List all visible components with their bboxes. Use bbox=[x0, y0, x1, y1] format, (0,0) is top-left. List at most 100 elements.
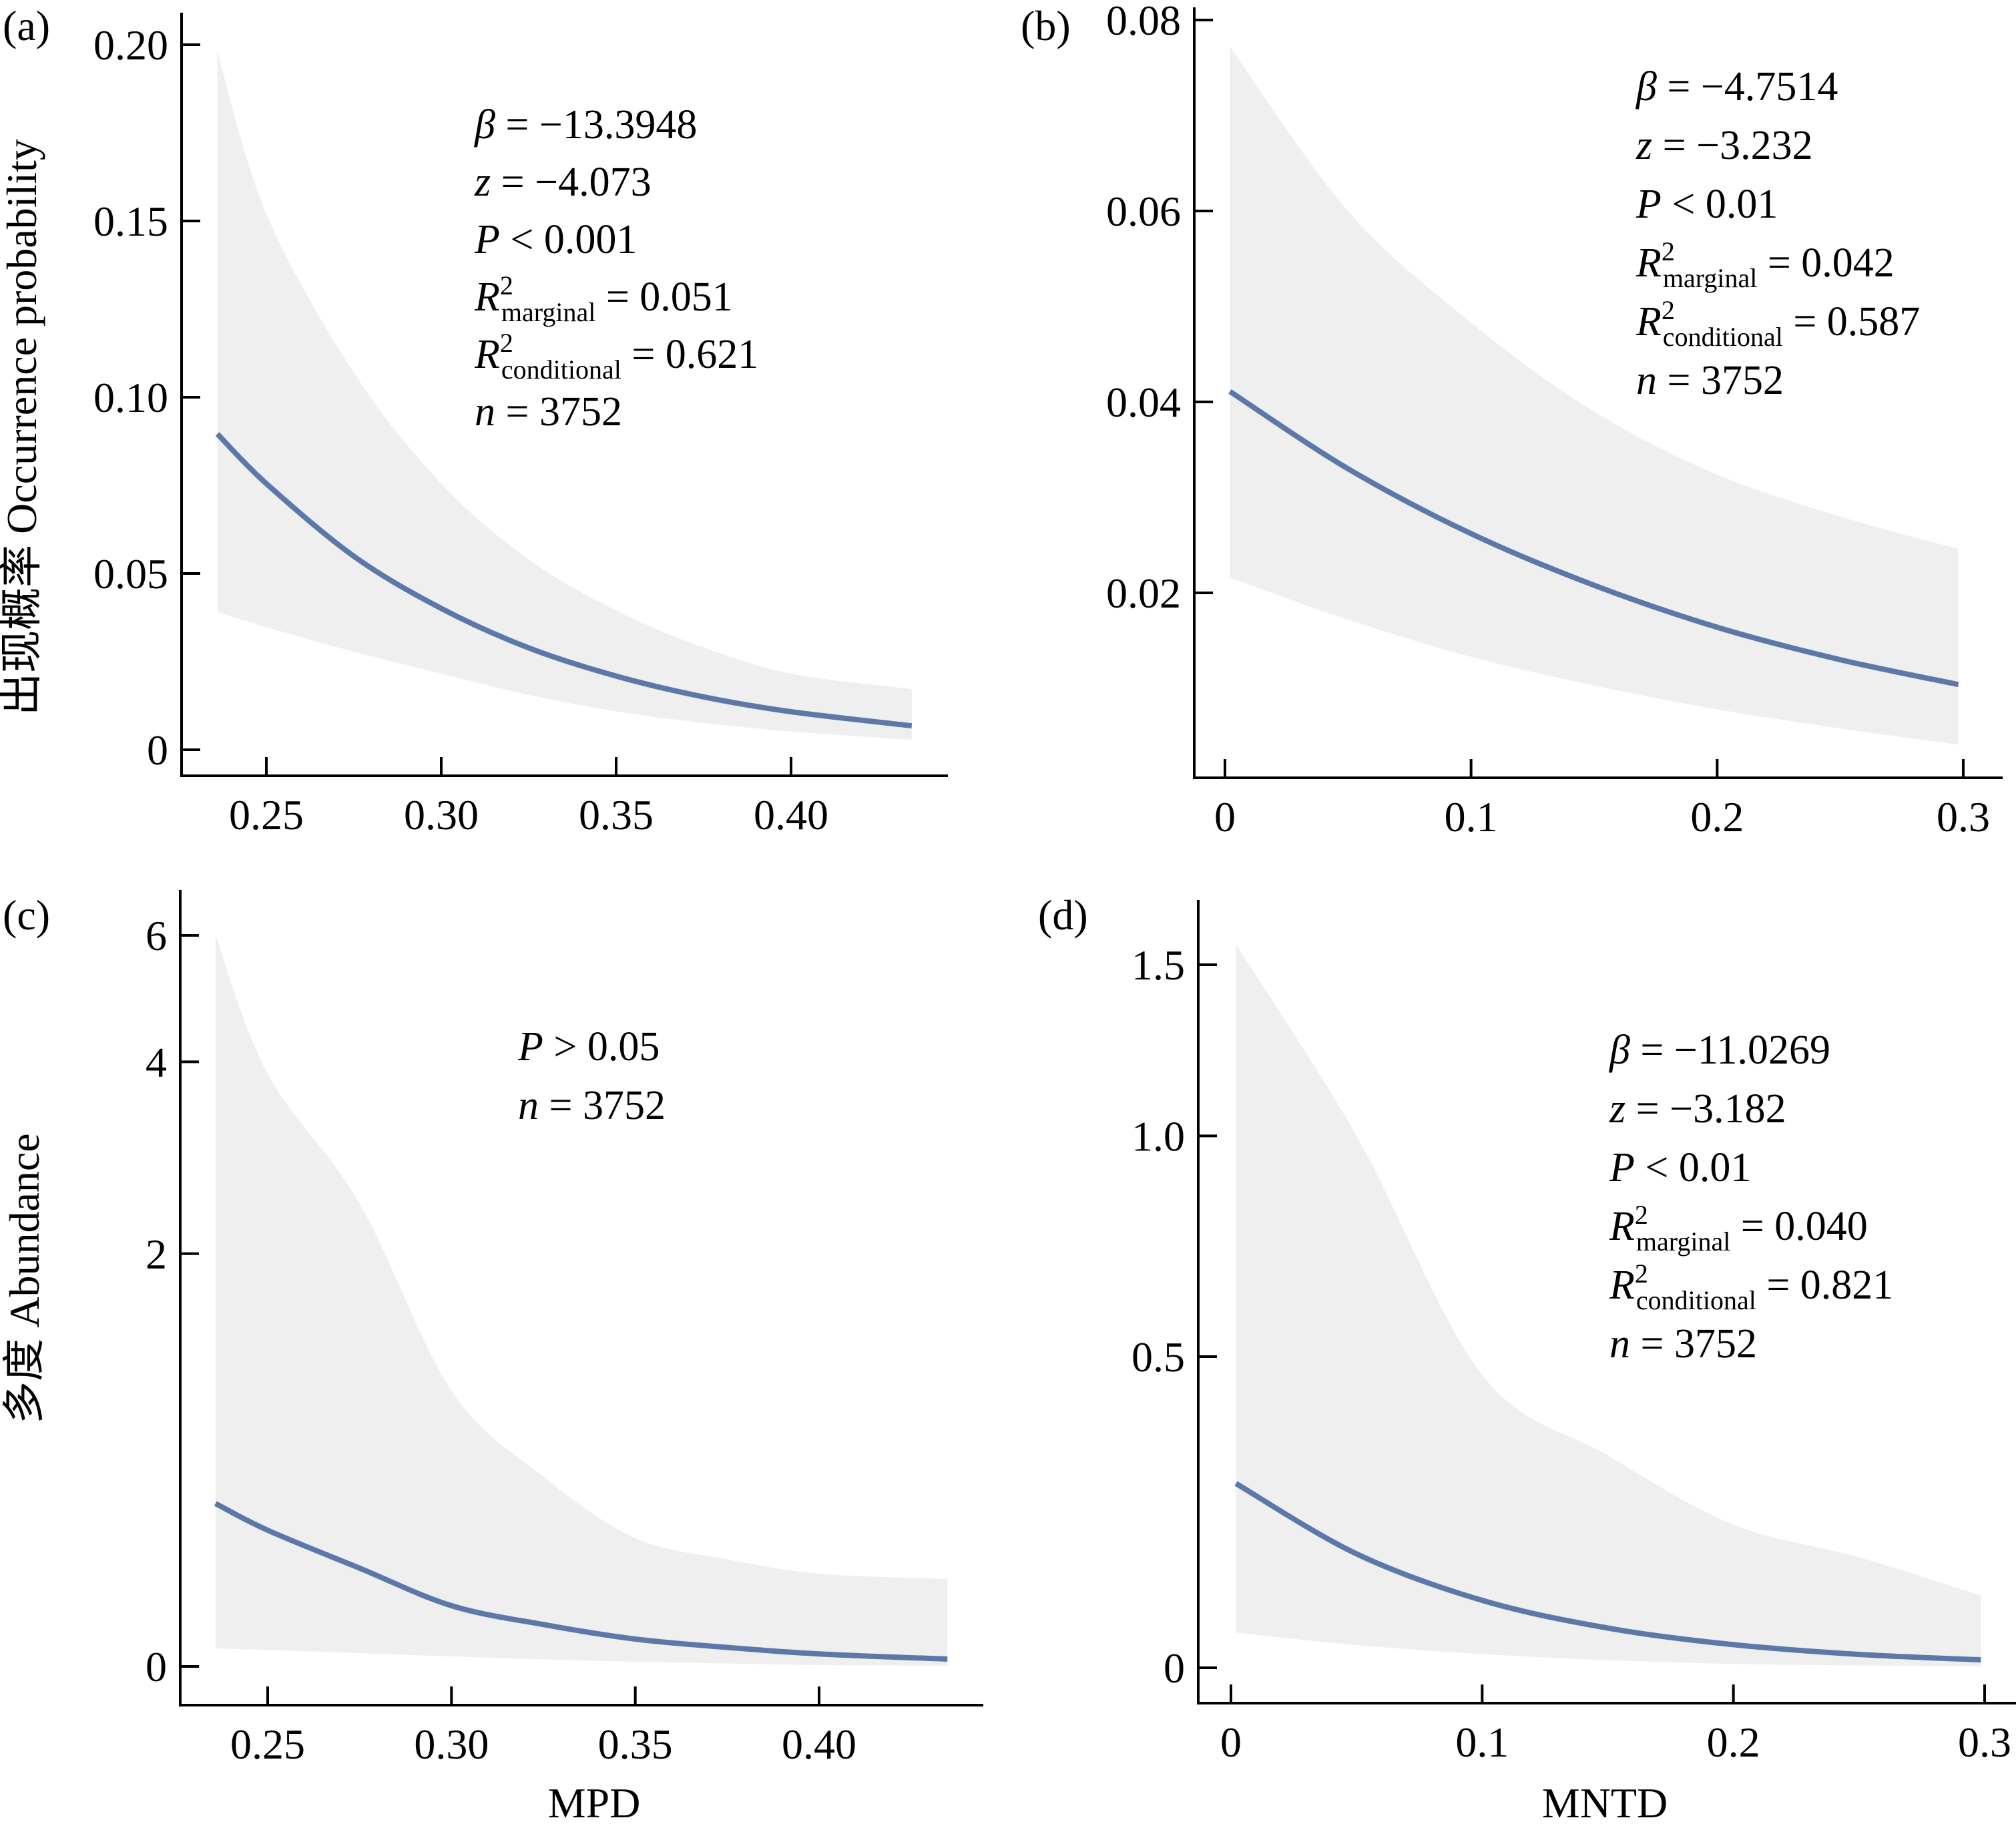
statistic-line: β = −13.3948 bbox=[474, 102, 697, 148]
statistic-segment: β bbox=[1609, 1028, 1630, 1073]
statistic-segment: conditional bbox=[1636, 1285, 1756, 1315]
statistic-segment: < 0.001 bbox=[500, 217, 637, 262]
x-tick-label: 0.40 bbox=[782, 1721, 856, 1768]
statistic-segment: R bbox=[1635, 240, 1662, 286]
x-tick-label: 0.2 bbox=[1690, 793, 1744, 841]
statistics-annotation: β = −4.7514 z = −3.232 P < 0.01 R2 marginal … bbox=[1635, 64, 1920, 403]
statistic-segment: = 3752 bbox=[495, 389, 622, 435]
statistic-line: R2 conditional = 0.621 bbox=[474, 328, 758, 385]
statistic-segment: < 0.01 bbox=[1662, 182, 1778, 227]
statistic-segment: n bbox=[518, 1083, 539, 1128]
fitted-curve bbox=[215, 432, 913, 729]
y-tick-label: 1.5 bbox=[1131, 941, 1185, 989]
y-tick-label: 4 bbox=[146, 1038, 167, 1086]
statistic-segment: = 0.587 bbox=[1783, 299, 1920, 345]
x-tick-label: 0.30 bbox=[414, 1721, 489, 1768]
statistic-segment: marginal bbox=[1636, 1226, 1730, 1257]
statistic-segment: < 0.01 bbox=[1635, 1145, 1751, 1190]
statistic-segment: n bbox=[1636, 358, 1657, 403]
statistic-segment: 2 bbox=[500, 328, 513, 358]
statistic-line: R2 conditional = 0.821 bbox=[1609, 1259, 1893, 1315]
statistic-line: n = 3752 bbox=[518, 1083, 666, 1128]
statistic-segment: 2 bbox=[1635, 1200, 1648, 1230]
statistic-segment: z bbox=[1609, 1086, 1625, 1132]
statistic-segment: 2 bbox=[1662, 236, 1675, 266]
statistic-line: n = 3752 bbox=[475, 389, 622, 435]
statistic-segment: R bbox=[474, 274, 500, 320]
statistic-segment: = 3752 bbox=[1630, 1321, 1757, 1367]
statistic-segment: = 0.040 bbox=[1730, 1204, 1867, 1249]
y-tick-label: 6 bbox=[146, 912, 167, 959]
statistic-line: P < 0.001 bbox=[474, 217, 637, 262]
statistic-segment: n bbox=[475, 389, 495, 435]
y-axis-title: 多度 Abundance bbox=[1, 1133, 48, 1423]
statistic-segment: P bbox=[474, 217, 500, 262]
x-axis-title: MPD bbox=[548, 1779, 641, 1826]
statistic-segment: β bbox=[474, 102, 495, 148]
y-tick-label: 0.20 bbox=[93, 21, 168, 69]
statistic-line: n = 3752 bbox=[1609, 1321, 1757, 1367]
x-tick-label: 0.3 bbox=[1958, 1719, 2011, 1766]
statistic-segment: 2 bbox=[500, 270, 513, 300]
statistic-segment: = 0.821 bbox=[1756, 1263, 1893, 1308]
panel-b: 0.02 0.04 0.06 0.08 0 0.1 0.2 0.3 (b) β = −4.7514… bbox=[1021, 0, 2003, 841]
statistic-segment: 2 bbox=[1662, 295, 1675, 325]
statistic-segment: R bbox=[1609, 1263, 1635, 1308]
confidence-band bbox=[215, 935, 948, 1666]
statistic-segment: z bbox=[1635, 123, 1652, 168]
fitted-curve bbox=[1228, 389, 1959, 688]
x-tick-label: 0.1 bbox=[1455, 1719, 1509, 1766]
x-tick-label: 0.2 bbox=[1707, 1719, 1760, 1766]
statistic-segment: marginal bbox=[501, 297, 595, 327]
y-tick-label: 0.02 bbox=[1106, 569, 1181, 617]
statistic-line: β = −4.7514 bbox=[1635, 64, 1838, 109]
statistic-line: P > 0.05 bbox=[517, 1024, 660, 1070]
y-tick-label: 1.0 bbox=[1131, 1112, 1185, 1160]
panel-label: (c) bbox=[3, 891, 50, 939]
panel-label: (b) bbox=[1021, 2, 1071, 49]
statistic-line: z = −4.073 bbox=[474, 160, 652, 205]
x-tick-label: 0 bbox=[1214, 793, 1236, 841]
statistic-line: β = −11.0269 bbox=[1609, 1028, 1830, 1073]
statistic-segment: > 0.05 bbox=[543, 1024, 660, 1070]
statistic-segment: β bbox=[1635, 64, 1657, 109]
x-tick-label: 0.25 bbox=[230, 1721, 305, 1768]
statistic-segment: P bbox=[1609, 1145, 1635, 1190]
statistic-line: P < 0.01 bbox=[1609, 1145, 1751, 1190]
panel-c: 0 2 4 6 0.25 0.30 0.35 0.40 (c) P > 0.05 n = 3752 多… bbox=[1, 890, 983, 1826]
y-tick-label: 0 bbox=[146, 1643, 167, 1690]
x-tick-label: 0.35 bbox=[598, 1721, 673, 1768]
statistic-segment: = −4.7514 bbox=[1657, 64, 1838, 109]
statistic-segment: conditional bbox=[1663, 322, 1783, 352]
y-tick-label: 0.15 bbox=[93, 198, 168, 245]
y-tick-label: 2 bbox=[146, 1230, 167, 1278]
x-tick-label: 0.25 bbox=[229, 791, 304, 839]
x-tick-label: 0.3 bbox=[1937, 793, 1990, 841]
y-tick-label: 0.08 bbox=[1106, 0, 1181, 44]
statistic-segment: conditional bbox=[501, 355, 621, 385]
statistic-line: z = −3.232 bbox=[1635, 123, 1813, 168]
statistic-segment: = −4.073 bbox=[491, 160, 651, 205]
statistic-line: n = 3752 bbox=[1636, 358, 1784, 403]
y-tick-label: 0.05 bbox=[93, 550, 168, 598]
x-tick-label: 0.30 bbox=[404, 791, 479, 839]
statistic-segment: = 3752 bbox=[539, 1083, 666, 1128]
statistic-segment: R bbox=[474, 332, 500, 377]
panel-label: (a) bbox=[3, 2, 50, 49]
statistic-segment: P bbox=[1635, 182, 1662, 227]
y-tick-label: 0.06 bbox=[1106, 188, 1181, 235]
statistic-segment: = −11.0269 bbox=[1630, 1028, 1830, 1073]
statistic-segment: = 0.042 bbox=[1757, 240, 1894, 286]
statistic-line: R2 conditional = 0.587 bbox=[1635, 295, 1920, 352]
fitted-curve bbox=[1234, 1481, 1981, 1663]
statistic-segment: = 0.051 bbox=[595, 274, 732, 320]
statistics-annotation: P > 0.05 n = 3752 bbox=[517, 1024, 666, 1128]
statistic-segment: = 3752 bbox=[1657, 358, 1784, 403]
y-tick-label: 0.04 bbox=[1106, 379, 1181, 426]
y-tick-label: 0 bbox=[147, 726, 168, 774]
statistic-line: R2 marginal = 0.042 bbox=[1635, 236, 1895, 293]
